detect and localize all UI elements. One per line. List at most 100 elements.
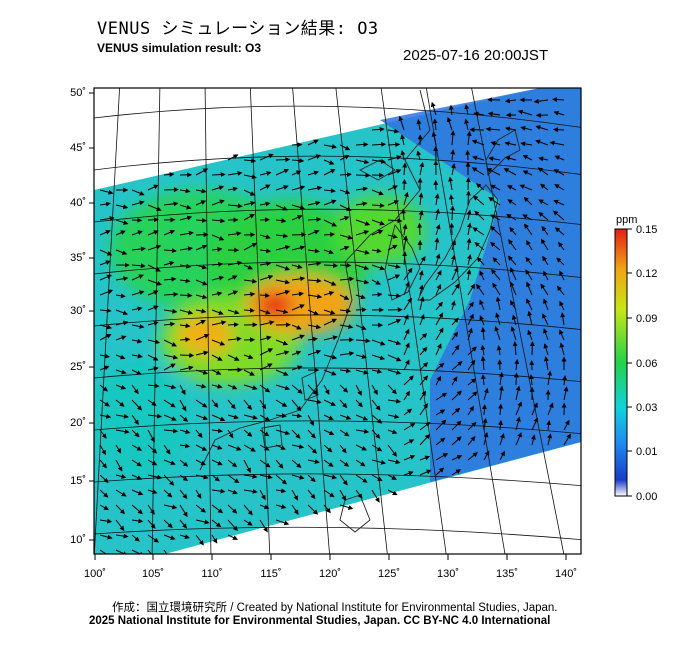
wind-arrow <box>471 139 485 146</box>
title-japanese: VENUS シミュレーション結果: O3 <box>97 19 379 39</box>
wind-arrow <box>259 504 270 510</box>
wind-arrow <box>243 242 258 251</box>
wind-arrow <box>419 161 425 176</box>
wind-arrow <box>559 329 565 341</box>
wind-arrow <box>163 414 177 421</box>
wind-arrow <box>195 350 209 356</box>
wind-arrow <box>558 241 565 251</box>
wind-arrow <box>507 199 517 206</box>
wind-arrow <box>243 369 255 376</box>
wind-arrow <box>419 333 428 341</box>
wind-arrow <box>355 230 370 236</box>
wind-arrow <box>307 200 321 206</box>
wind-arrow <box>211 534 218 544</box>
ozone-peak <box>257 293 293 317</box>
wind-arrow <box>465 149 471 161</box>
wind-arrow <box>291 459 302 469</box>
wind-arrow <box>243 354 254 360</box>
wind-arrow <box>195 369 209 375</box>
wind-arrow <box>275 309 289 315</box>
wind-arrow <box>485 126 501 132</box>
wind-arrow <box>451 436 462 446</box>
wind-arrow <box>474 210 485 221</box>
wind-arrow <box>243 174 257 180</box>
wind-arrow <box>483 387 489 401</box>
wind-arrow <box>323 249 334 255</box>
wind-arrow <box>503 168 517 176</box>
wind-arrow <box>560 312 566 326</box>
wind-arrow <box>243 459 251 473</box>
wind-arrow <box>211 459 223 466</box>
wind-arrow <box>490 184 501 191</box>
wind-arrow <box>514 358 520 371</box>
wind-arrow <box>523 196 533 206</box>
wind-arrow <box>179 230 194 236</box>
wind-arrow <box>307 399 322 405</box>
wind-arrow <box>243 488 258 494</box>
wind-arrow <box>435 208 440 221</box>
wind-arrow <box>535 125 549 131</box>
colorbar-unit: ppm <box>616 214 637 226</box>
wind-arrow <box>371 126 385 132</box>
wind-arrow <box>147 459 158 466</box>
wind-arrow <box>387 293 402 299</box>
wind-arrow <box>291 264 303 269</box>
wind-arrow <box>275 157 291 163</box>
wind-arrow <box>339 234 353 240</box>
wind-arrow <box>211 185 225 191</box>
wind-arrow <box>371 292 383 298</box>
wind-arrow <box>211 414 226 422</box>
wind-arrow <box>471 167 485 176</box>
wind-arrow <box>371 444 383 452</box>
wind-arrow <box>195 489 202 499</box>
wind-arrow <box>291 334 305 341</box>
wind-arrow <box>179 489 188 500</box>
wind-arrow <box>339 414 352 420</box>
wind-arrow <box>387 459 401 465</box>
wind-arrow <box>163 489 173 498</box>
wind-arrow <box>419 469 432 476</box>
wind-arrow <box>195 519 210 525</box>
wind-arrow <box>466 130 472 146</box>
wind-arrow <box>476 283 485 296</box>
wind-arrow <box>467 301 474 311</box>
wind-arrow <box>227 260 243 266</box>
wind-arrow <box>259 348 274 356</box>
wind-arrow <box>505 126 517 132</box>
wind-arrow <box>163 459 176 466</box>
wind-arrow <box>323 309 336 315</box>
wind-arrow <box>163 171 175 177</box>
wind-arrow <box>402 162 408 176</box>
wind-arrow <box>99 489 109 498</box>
wind-arrow <box>416 119 422 131</box>
wind-arrow <box>435 253 441 266</box>
wind-arrow <box>211 291 223 297</box>
wind-arrow <box>163 201 179 207</box>
wind-arrow <box>371 429 381 439</box>
wind-arrow <box>542 255 549 266</box>
wind-arrow <box>323 199 337 206</box>
wind-arrow <box>99 249 113 256</box>
wind-arrow <box>291 170 302 176</box>
colorbar-tick: 0.00 <box>636 491 657 503</box>
wind-arrow <box>163 384 177 390</box>
wind-arrow <box>403 314 409 326</box>
wind-arrow <box>387 354 402 362</box>
colorbar-tick: 0.09 <box>636 313 657 325</box>
wind-arrow <box>339 384 349 393</box>
wind-arrow <box>179 519 188 529</box>
wind-arrow <box>163 504 178 510</box>
wind-arrow <box>211 504 224 514</box>
wind-arrow <box>195 429 203 438</box>
wind-arrow <box>275 204 288 211</box>
wind-arrow <box>556 257 565 266</box>
wind-arrow <box>211 474 220 482</box>
wind-arrow <box>131 429 140 438</box>
wind-arrow <box>243 278 258 284</box>
wind-arrow <box>556 285 565 296</box>
wind-arrow <box>499 433 505 446</box>
wind-arrow <box>307 248 320 254</box>
wind-arrow <box>435 343 442 356</box>
wind-arrow <box>490 269 501 281</box>
wind-arrow <box>562 375 568 386</box>
